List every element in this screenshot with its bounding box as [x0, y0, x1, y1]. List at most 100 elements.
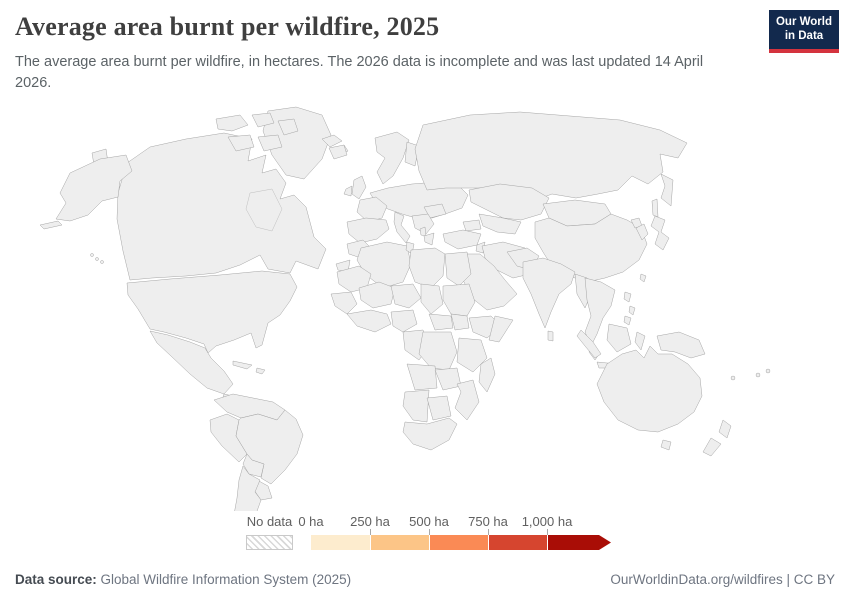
country-botswana[interactable]: [426, 395, 452, 421]
country-south-africa[interactable]: [402, 417, 458, 451]
country-ireland[interactable]: [343, 185, 353, 197]
country-usa-aleutians[interactable]: [39, 220, 63, 230]
country-brazil[interactable]: [235, 409, 304, 485]
country-nigeria[interactable]: [390, 309, 418, 333]
legend-segment-750-1000[interactable]: [488, 535, 547, 550]
country-drc[interactable]: [418, 331, 458, 371]
country-greece[interactable]: [423, 232, 435, 246]
region-west-africa[interactable]: [346, 309, 392, 333]
country-usa-alaska[interactable]: [55, 154, 133, 222]
owid-logo-line2: in Data: [784, 29, 824, 42]
country-spain-portugal[interactable]: [346, 217, 390, 244]
country-philippines[interactable]: [623, 291, 632, 303]
country-mali[interactable]: [358, 281, 396, 309]
country-canada-arctic[interactable]: [277, 118, 299, 136]
country-madagascar[interactable]: [478, 357, 496, 393]
country-usa-hawaii[interactable]: [100, 260, 104, 264]
data-source-note: Data source: Global Wildfire Information…: [15, 572, 351, 587]
owid-url-link[interactable]: OurWorldinData.org/wildfires | CC BY: [610, 572, 835, 587]
country-usa[interactable]: [126, 270, 298, 354]
world-map-svg: [39, 106, 771, 511]
legend-tickmark: [547, 529, 548, 535]
country-argentina[interactable]: [225, 465, 262, 511]
country-uk[interactable]: [351, 175, 367, 200]
country-russia[interactable]: [414, 111, 688, 201]
country-south-korea[interactable]: [635, 223, 649, 241]
world-choropleth-map: [0, 103, 850, 511]
legend-tick-750: 750 ha: [468, 514, 508, 529]
country-libya[interactable]: [408, 247, 446, 289]
country-new-zealand[interactable]: [702, 437, 722, 457]
legend-segment-0-250[interactable]: [311, 535, 370, 550]
country-canada[interactable]: [116, 132, 327, 281]
country-japan[interactable]: [650, 215, 670, 251]
country-usa-hawaii[interactable]: [90, 253, 94, 257]
region-pacific-islands[interactable]: [730, 375, 736, 381]
country-canada-arctic[interactable]: [227, 134, 255, 152]
country-canada-arctic[interactable]: [215, 114, 249, 132]
country-canada-arctic[interactable]: [257, 134, 283, 152]
country-angola[interactable]: [406, 363, 438, 391]
region-pacific-islands[interactable]: [755, 372, 761, 378]
country-cuba[interactable]: [232, 360, 253, 370]
region-central-asia[interactable]: [478, 213, 522, 235]
country-turkey[interactable]: [442, 229, 482, 250]
region-balkans[interactable]: [411, 213, 435, 235]
region-new-guinea[interactable]: [656, 331, 706, 359]
country-indonesia-sumatra[interactable]: [576, 329, 602, 359]
page-title: Average area burnt per wildfire, 2025: [15, 12, 440, 41]
country-bolivia[interactable]: [242, 453, 265, 478]
country-kazakhstan[interactable]: [468, 183, 550, 221]
country-canada-arctic[interactable]: [251, 112, 275, 128]
country-indonesia-borneo[interactable]: [606, 323, 632, 353]
attribution-note: OurWorldinData.org/wildfires | CC BY: [610, 572, 835, 587]
legend-no-data-swatch[interactable]: [246, 535, 293, 550]
legend-tickmark: [488, 529, 489, 535]
region-caucasus[interactable]: [462, 219, 482, 232]
country-australia[interactable]: [596, 345, 703, 433]
country-philippines[interactable]: [628, 305, 636, 316]
owid-logo[interactable]: Our World in Data: [769, 10, 839, 53]
region-east-africa[interactable]: [456, 337, 488, 373]
country-south-sudan[interactable]: [450, 313, 470, 331]
legend-tick-500: 500 ha: [409, 514, 449, 529]
country-zambia[interactable]: [434, 367, 462, 391]
country-new-zealand[interactable]: [718, 419, 732, 439]
country-sudan[interactable]: [442, 283, 476, 317]
country-mexico[interactable]: [149, 330, 234, 395]
country-italy[interactable]: [393, 211, 411, 244]
legend-tick-1000: 1,000 ha: [521, 514, 573, 529]
country-somalia[interactable]: [488, 315, 514, 343]
legend-segment-250-500[interactable]: [370, 535, 429, 550]
country-central-african-republic[interactable]: [428, 313, 454, 331]
country-egypt[interactable]: [444, 251, 472, 287]
legend-segment-1000-plus[interactable]: [547, 535, 611, 550]
country-svalbard[interactable]: [321, 134, 343, 148]
country-philippines[interactable]: [623, 315, 632, 326]
country-russia-kamchatka[interactable]: [660, 173, 674, 207]
country-syria[interactable]: [475, 241, 486, 254]
legend-tickmark: [370, 529, 371, 535]
data-source-label: Data source:: [15, 572, 97, 587]
region-senegal-guinea[interactable]: [330, 291, 358, 315]
country-namibia[interactable]: [402, 389, 430, 423]
country-niger[interactable]: [390, 283, 422, 309]
legend-tick-0: 0 ha: [298, 514, 324, 529]
country-iceland[interactable]: [328, 144, 348, 160]
region-southeast-asia[interactable]: [584, 277, 616, 347]
region-pacific-islands[interactable]: [765, 368, 771, 374]
legend-segment-500-750[interactable]: [429, 535, 488, 550]
country-indonesia-sulawesi[interactable]: [634, 331, 646, 351]
country-hispaniola[interactable]: [255, 367, 266, 375]
country-russia-sakhalin[interactable]: [651, 198, 659, 218]
country-france[interactable]: [356, 196, 388, 223]
region-mozambique-zimbabwe[interactable]: [454, 379, 480, 421]
country-india[interactable]: [522, 257, 576, 329]
country-taiwan[interactable]: [639, 273, 647, 283]
country-chad[interactable]: [420, 283, 444, 315]
region-norway-sweden[interactable]: [374, 131, 410, 185]
country-sri-lanka[interactable]: [547, 330, 554, 342]
country-usa-hawaii[interactable]: [95, 257, 99, 261]
country-australia-tasmania[interactable]: [660, 439, 672, 451]
